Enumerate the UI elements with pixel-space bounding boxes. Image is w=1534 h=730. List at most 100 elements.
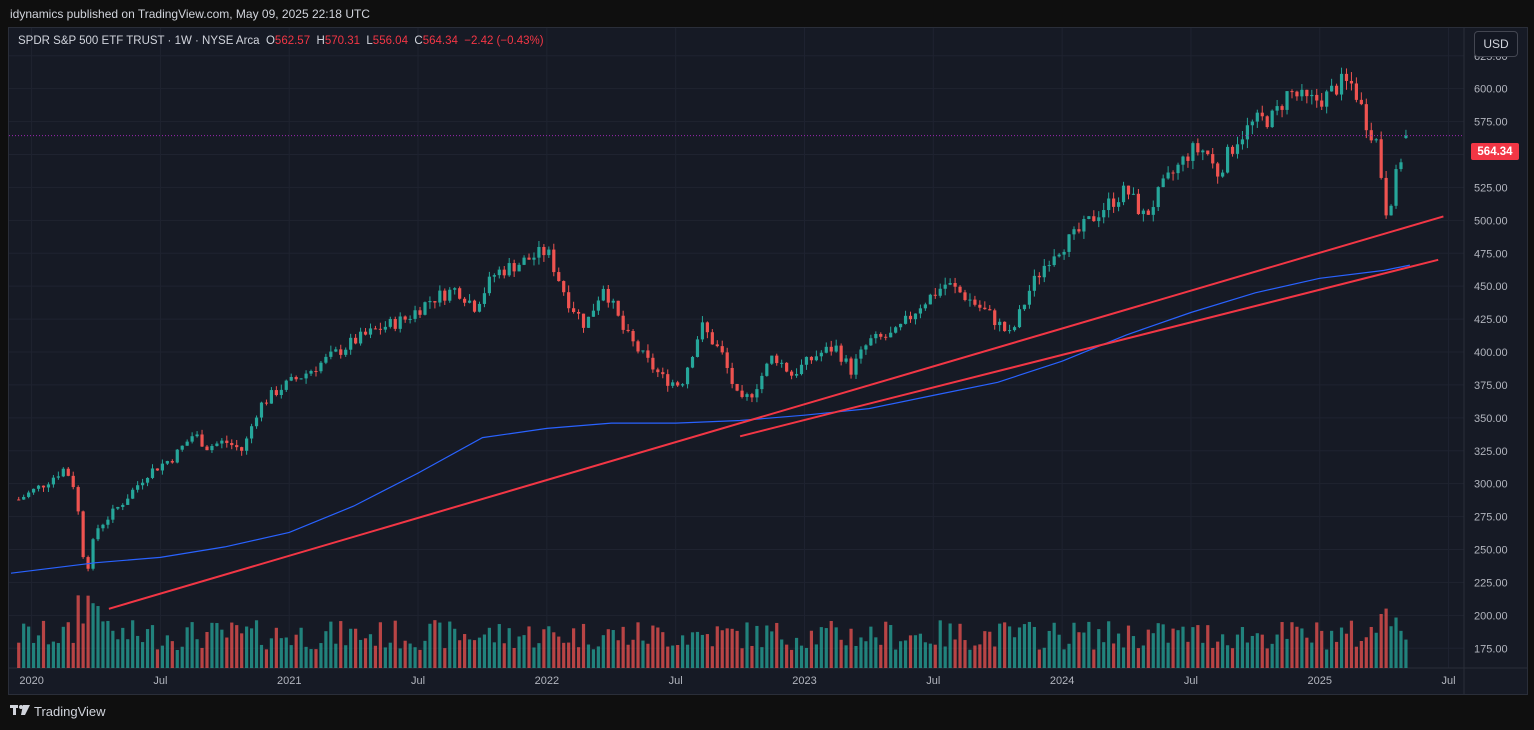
volume-bar bbox=[36, 635, 41, 668]
volume-bar bbox=[1161, 624, 1165, 668]
candle-body bbox=[1012, 327, 1017, 331]
candle-body bbox=[1067, 234, 1071, 252]
x-tick-label: 2021 bbox=[277, 675, 301, 687]
candle-body bbox=[700, 322, 705, 340]
volume-bar bbox=[254, 620, 259, 668]
candle-body bbox=[834, 345, 838, 352]
candle-body bbox=[1221, 172, 1225, 177]
volume-bar bbox=[661, 632, 665, 668]
volume-bar bbox=[685, 644, 690, 668]
volume-bar bbox=[160, 645, 165, 668]
candle-body bbox=[596, 300, 600, 311]
candle-body bbox=[1339, 73, 1344, 95]
candle-body bbox=[225, 440, 229, 443]
candle-body bbox=[884, 336, 888, 338]
candle-body bbox=[27, 492, 31, 497]
volume-bar bbox=[750, 645, 754, 668]
volume-bar bbox=[433, 620, 437, 668]
volume-bar bbox=[1072, 622, 1076, 668]
volume-bar bbox=[562, 642, 566, 668]
candle-body bbox=[433, 301, 437, 303]
volume-bar bbox=[894, 649, 898, 668]
candle-body bbox=[17, 499, 21, 501]
volume-bar bbox=[235, 625, 239, 668]
volume-bar bbox=[393, 620, 397, 668]
volume-bar bbox=[116, 639, 120, 668]
volume-bar bbox=[834, 627, 838, 668]
candle-body bbox=[844, 358, 848, 362]
volume-bar bbox=[1181, 626, 1185, 668]
candle-body bbox=[254, 417, 259, 427]
candle-body bbox=[31, 488, 36, 493]
candle-body bbox=[720, 346, 724, 353]
candle-body bbox=[1315, 94, 1319, 101]
candle-body bbox=[339, 349, 343, 355]
candle-body bbox=[284, 380, 288, 390]
volume-bar bbox=[46, 644, 51, 668]
volume-bar bbox=[1136, 648, 1141, 668]
volume-bar bbox=[953, 639, 957, 668]
candle-body bbox=[324, 356, 328, 363]
high-value: 570.31 bbox=[324, 35, 360, 47]
candle-body bbox=[1032, 275, 1036, 291]
candle-body bbox=[666, 374, 670, 386]
volume-bar bbox=[532, 647, 536, 668]
candle-body bbox=[591, 310, 596, 317]
candle-body bbox=[467, 300, 472, 303]
candle-body bbox=[1007, 330, 1012, 332]
candle-body bbox=[1404, 135, 1408, 138]
candle-body bbox=[492, 275, 496, 277]
candle-body bbox=[145, 477, 150, 483]
price-chart[interactable]: 625.00600.00575.00550.00525.00500.00475.… bbox=[9, 28, 1527, 694]
volume-bar bbox=[993, 646, 997, 668]
volume-bar bbox=[646, 643, 650, 668]
volume-bar bbox=[1339, 627, 1344, 668]
candle-body bbox=[1211, 154, 1215, 164]
candle-body bbox=[829, 346, 833, 352]
volume-bar bbox=[1250, 635, 1254, 668]
volume-bar bbox=[884, 621, 888, 668]
volume-bar bbox=[988, 631, 992, 668]
y-tick-label: 425.00 bbox=[1474, 314, 1508, 326]
candle-body bbox=[126, 498, 130, 505]
y-tick-label: 525.00 bbox=[1474, 182, 1508, 194]
volume-bar bbox=[760, 647, 764, 668]
x-tick-label: Jul bbox=[1184, 675, 1198, 687]
candle-body bbox=[274, 390, 278, 396]
candle-body bbox=[552, 249, 556, 273]
volume-bar bbox=[175, 649, 179, 668]
volume-bar bbox=[349, 628, 353, 668]
candle-body bbox=[824, 346, 828, 353]
volume-bar bbox=[492, 642, 496, 668]
published-caption: idynamics published on TradingView.com, … bbox=[10, 7, 370, 21]
volume-bar bbox=[1032, 626, 1036, 668]
candle-body bbox=[1072, 229, 1076, 235]
volume-bar bbox=[383, 647, 387, 668]
candle-body bbox=[136, 485, 140, 490]
volume-bar bbox=[1344, 633, 1349, 668]
candle-body bbox=[581, 313, 586, 328]
candle-body bbox=[785, 362, 789, 372]
candle-body bbox=[913, 313, 918, 320]
candle-body bbox=[626, 329, 630, 331]
candle-body bbox=[869, 338, 873, 346]
volume-bar bbox=[824, 628, 828, 668]
volume-bar bbox=[1191, 627, 1195, 668]
candle-body bbox=[279, 389, 283, 396]
volume-bar bbox=[903, 640, 908, 668]
candle-body bbox=[874, 333, 878, 339]
candle-body bbox=[601, 288, 605, 301]
volume-bar bbox=[705, 634, 709, 668]
candle-body bbox=[1255, 112, 1259, 122]
candle-body bbox=[463, 298, 467, 303]
candle-body bbox=[309, 370, 313, 374]
candle-body bbox=[943, 284, 947, 289]
volume-bar bbox=[938, 620, 942, 668]
candle-body bbox=[1364, 104, 1368, 131]
chart-panel[interactable]: 625.00600.00575.00550.00525.00500.00475.… bbox=[8, 27, 1528, 695]
currency-button[interactable]: USD bbox=[1474, 31, 1518, 57]
volume-bar bbox=[512, 647, 516, 668]
candle-body bbox=[56, 476, 60, 478]
tradingview-brand[interactable]: TradingView bbox=[10, 704, 106, 719]
volume-bar bbox=[354, 628, 358, 668]
